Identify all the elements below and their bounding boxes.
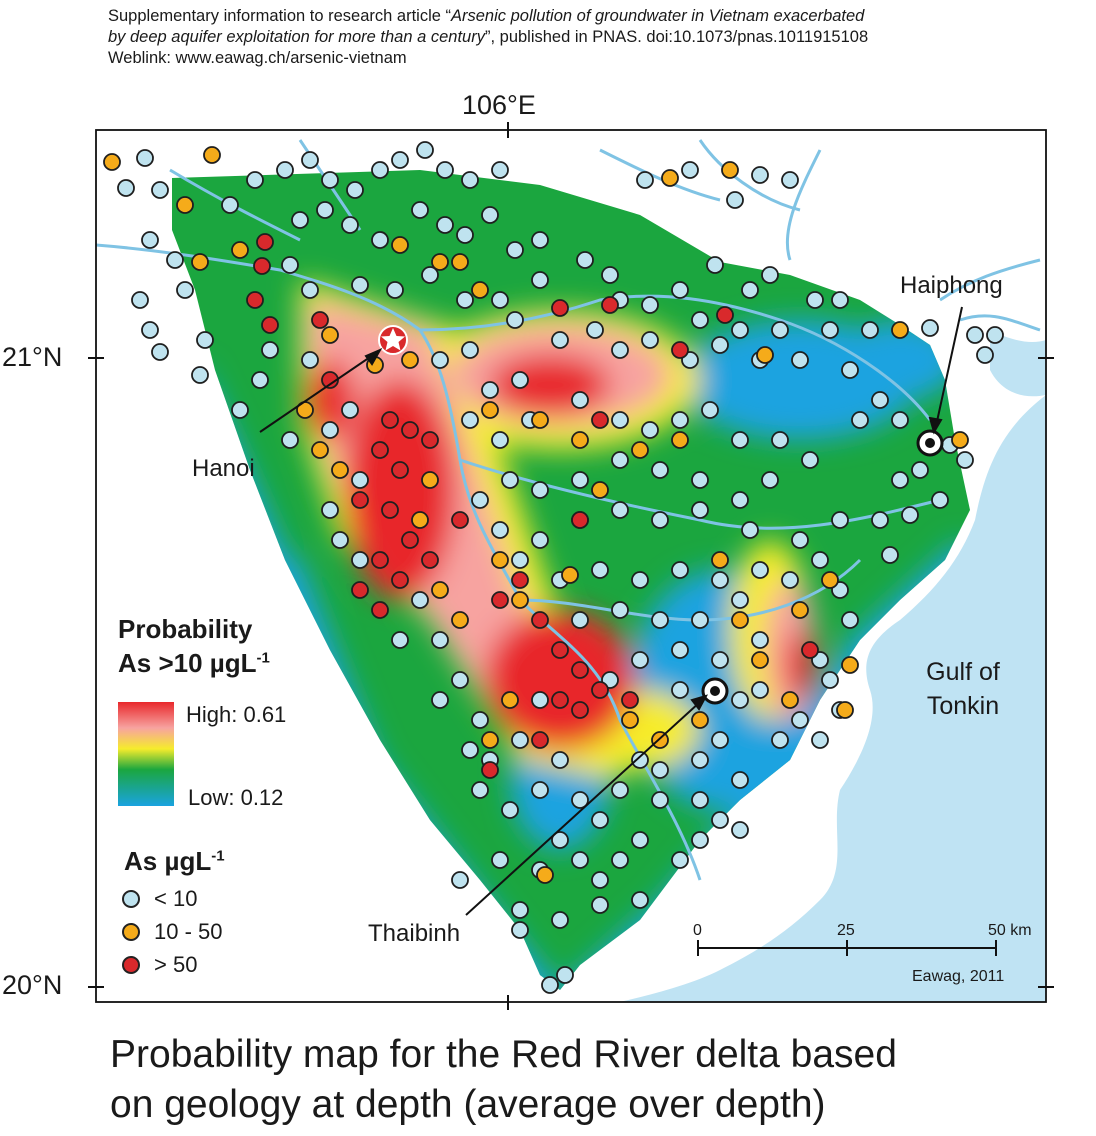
- thaibinh-pointer: [465, 701, 701, 916]
- hanoi-marker[interactable]: [378, 325, 408, 355]
- legend-item-low-label: < 10: [154, 886, 198, 911]
- header-line2-italic: by deep aquifer exploitation for more th…: [108, 28, 485, 46]
- caption-line2: on geology at depth (average over depth): [110, 1083, 826, 1126]
- gulf-label-line1: Gulf of: [926, 658, 1000, 686]
- latitude-label-21: 21°N: [2, 342, 63, 372]
- thaibinh-label: Thaibinh: [368, 920, 461, 947]
- header-line1a: Supplementary information to research ar…: [108, 7, 451, 25]
- legend-item-mid: 10 - 50: [122, 919, 223, 945]
- legend-high-label: High: 0.61: [186, 702, 287, 727]
- figure-caption: Probability map for the Red River delta …: [110, 1030, 1090, 1130]
- graticule-ticks: [88, 122, 1054, 1010]
- haiphong-pointer: [935, 306, 963, 427]
- points-mid: [103, 146, 969, 884]
- sample-points: [103, 141, 1004, 994]
- header-line1-italic: Arsenic pollution of groundwater in Viet…: [451, 7, 865, 25]
- latitude-label-20: 20°N: [2, 970, 63, 1000]
- thaibinh-marker[interactable]: [701, 677, 729, 705]
- legend-prob-title: Probability: [118, 614, 253, 644]
- gulf-of-tonkin-sea: [620, 395, 1046, 1002]
- scale-bar: [697, 940, 997, 956]
- scale-label-25: 25: [837, 922, 855, 939]
- credit-label: Eawag, 2011: [912, 968, 1005, 985]
- probability-colorbar: [118, 702, 174, 806]
- scale-label-0: 0: [693, 922, 702, 939]
- haiphong-arrowhead: [928, 416, 943, 435]
- hanoi-pointer: [259, 352, 377, 433]
- legend-prob-sup: -1: [256, 649, 270, 667]
- legend-dot-high-icon: [122, 956, 140, 974]
- caption-line1: Probability map for the Red River delta …: [110, 1033, 897, 1076]
- points-high: [246, 233, 819, 779]
- haiphong-label: Haiphong: [900, 272, 1003, 299]
- legend-item-high-label: > 50: [154, 952, 198, 977]
- map-frame: [95, 129, 1047, 1003]
- longitude-label: 106°E: [462, 90, 536, 120]
- supplementary-header: Supplementary information to research ar…: [108, 6, 868, 69]
- hanoi-arrowhead: [364, 347, 383, 366]
- legend-item-mid-label: 10 - 50: [154, 919, 223, 944]
- haiphong-marker[interactable]: [916, 429, 944, 457]
- gulf-label-line2: Tonkin: [926, 692, 1000, 720]
- hanoi-label: Hanoi: [192, 455, 255, 482]
- gulf-of-tonkin-label: Gulf of Tonkin: [908, 655, 1018, 723]
- weblink[interactable]: Weblink: www.eawag.ch/arsenic-vietnam: [108, 49, 407, 67]
- legend-prob-subtitle: As >10 µgL-1: [118, 648, 270, 679]
- legend-item-low: < 10: [122, 886, 197, 912]
- legend-low-label: Low: 0.12: [188, 785, 284, 810]
- legend-prob-subtitle-text: As >10 µgL: [118, 648, 257, 678]
- legend-dot-low-icon: [122, 890, 140, 908]
- haiphong-estuary: [990, 330, 1046, 397]
- scale-label-50: 50 km: [988, 922, 1032, 939]
- legend-conc-title: As µgL-1: [124, 846, 225, 877]
- legend-conc-title-text: As µgL: [124, 846, 212, 876]
- legend-dot-mid-icon: [122, 923, 140, 941]
- legend-item-high: > 50: [122, 952, 197, 978]
- legend-conc-sup: -1: [211, 847, 225, 865]
- thaibinh-arrowhead: [690, 694, 709, 711]
- header-line2b: ”, published in PNAS. doi:10.1073/pnas.1…: [484, 28, 869, 46]
